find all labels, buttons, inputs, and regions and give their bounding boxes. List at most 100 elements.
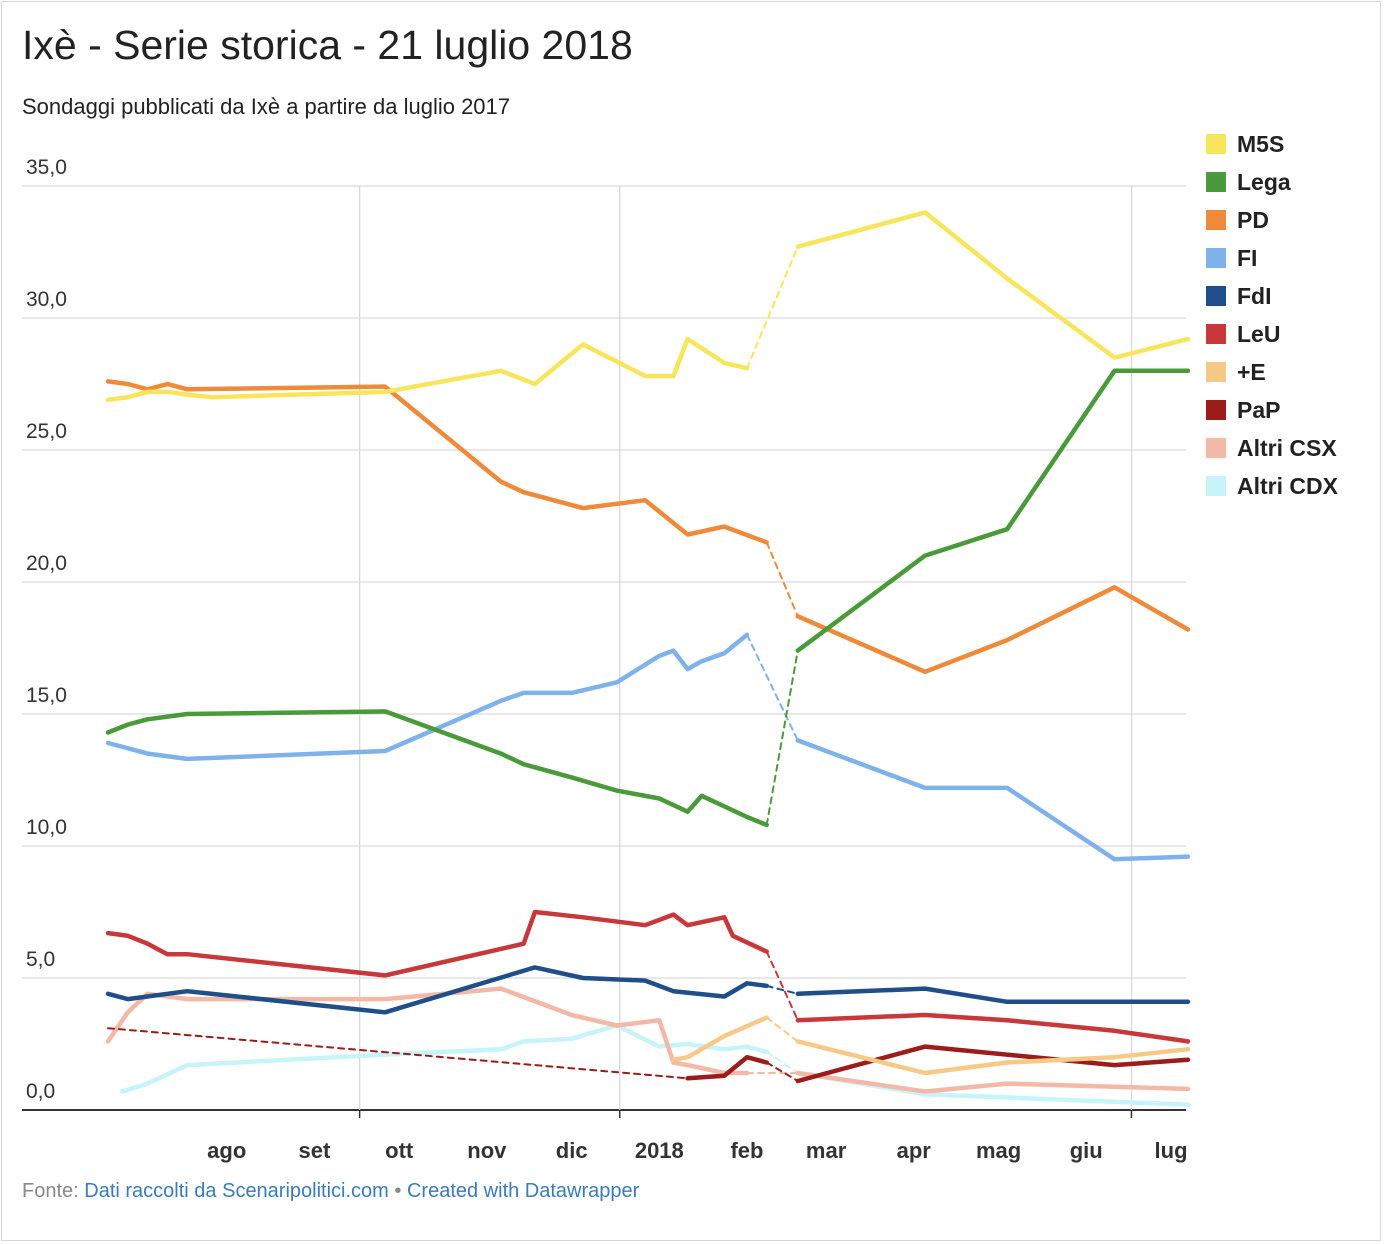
series-pap xyxy=(107,1027,1191,1084)
legend-swatch xyxy=(1206,438,1226,458)
x-tick-label: 2018 xyxy=(635,1138,684,1163)
x-tick-label: mag xyxy=(976,1138,1021,1163)
legend-swatch xyxy=(1206,400,1226,420)
x-tick-label: feb xyxy=(730,1138,763,1163)
x-tick-label: apr xyxy=(897,1138,932,1163)
series-connector xyxy=(746,633,799,742)
legend-label: FI xyxy=(1237,244,1258,271)
source-link[interactable]: Dati raccolti da Scenaripolitici.com xyxy=(84,1180,389,1202)
legend-item: Lega xyxy=(1206,163,1338,201)
series-line xyxy=(795,368,1191,653)
series-line xyxy=(685,1054,769,1081)
series-line xyxy=(795,986,1191,1005)
legend-item: PD xyxy=(1206,201,1338,239)
legend-swatch xyxy=(1206,248,1226,268)
x-tick-label: ago xyxy=(207,1138,246,1163)
legend-label: Altri CDX xyxy=(1237,472,1338,499)
legend-label: PaP xyxy=(1237,396,1281,423)
legend-swatch xyxy=(1206,134,1226,154)
legend-label: LeU xyxy=(1237,320,1281,347)
legend-label: M5S xyxy=(1237,130,1285,157)
y-axis-ticks: 0,0 5,0 10,0 15,0 20,0 25,0 30,0 35,0 xyxy=(26,156,67,1103)
legend-item: LeU xyxy=(1206,315,1338,353)
gridlines xyxy=(22,185,1186,1118)
series-line xyxy=(795,1070,1191,1094)
series--e xyxy=(671,1015,1191,1076)
legend-item: FdI xyxy=(1206,277,1338,315)
y-tick-label: 25,0 xyxy=(26,420,67,443)
series-line xyxy=(105,986,750,1076)
y-tick-label: 35,0 xyxy=(26,156,67,179)
y-tick-label: 10,0 xyxy=(26,816,67,839)
chart-subtitle: Sondaggi pubblicati da Ixè a partire da … xyxy=(22,94,511,119)
legend-swatch xyxy=(1206,362,1226,382)
series-line xyxy=(795,738,1191,862)
x-tick-label: dic xyxy=(556,1138,588,1163)
series-connector xyxy=(107,1027,689,1080)
series-altri-cdx xyxy=(119,1023,1191,1107)
legend-swatch xyxy=(1206,210,1226,230)
series-line xyxy=(105,709,769,828)
legend-item: Altri CSX xyxy=(1206,429,1338,467)
series-line xyxy=(105,379,769,545)
legend: M5S Lega PD FI FdI LeU +E PaP Altri CSX Altri CDX xyxy=(1206,125,1338,505)
legend-swatch xyxy=(1206,172,1226,192)
series-connector xyxy=(765,1061,799,1082)
footer: Fonte: Dati raccolti da Scenaripolitici.… xyxy=(22,1180,639,1203)
legend-item: Altri CDX xyxy=(1206,467,1338,505)
legend-label: FdI xyxy=(1237,282,1272,309)
series-line xyxy=(105,632,750,762)
series-altri-csx xyxy=(105,986,1191,1094)
series-lines xyxy=(105,210,1191,1107)
series-line xyxy=(671,1015,769,1063)
x-tick-label: set xyxy=(298,1138,330,1163)
series-connector xyxy=(765,649,799,826)
legend-swatch xyxy=(1206,286,1226,306)
series-line xyxy=(795,585,1191,675)
legend-item: +E xyxy=(1206,353,1338,391)
series-m5s xyxy=(105,210,1191,403)
y-tick-label: 20,0 xyxy=(26,552,67,575)
series-line xyxy=(105,965,769,1015)
footer-separator: • xyxy=(394,1180,402,1202)
series-line xyxy=(105,909,769,978)
y-tick-label: 0,0 xyxy=(26,1080,55,1103)
series-connector xyxy=(765,1050,799,1074)
legend-item: FI xyxy=(1206,239,1338,277)
legend-item: M5S xyxy=(1206,125,1338,163)
series-line xyxy=(119,1023,769,1094)
x-tick-label: mar xyxy=(806,1138,847,1163)
series-fi xyxy=(105,632,1191,862)
x-tick-label: ott xyxy=(385,1138,414,1163)
x-axis-ticks: ago set ott nov dic 2018 feb mar apr mag giu lug xyxy=(207,1138,1187,1163)
y-tick-label: 30,0 xyxy=(26,288,67,311)
series-leu xyxy=(105,909,1191,1044)
series-line xyxy=(795,1044,1191,1084)
y-tick-label: 5,0 xyxy=(26,948,55,971)
series-connector xyxy=(765,1016,799,1043)
series-connector xyxy=(746,245,799,370)
series-line xyxy=(795,1012,1191,1044)
legend-label: Altri CSX xyxy=(1237,434,1337,461)
y-tick-label: 15,0 xyxy=(26,684,67,707)
legend-swatch xyxy=(1206,476,1226,496)
legend-item: PaP xyxy=(1206,391,1338,429)
x-tick-label: lug xyxy=(1155,1138,1188,1163)
legend-label: PD xyxy=(1237,206,1269,233)
x-tick-label: nov xyxy=(467,1138,507,1163)
datawrapper-link[interactable]: Created with Datawrapper xyxy=(406,1180,640,1202)
footer-prefix: Fonte: xyxy=(22,1180,79,1202)
legend-label: +E xyxy=(1237,358,1266,385)
series-connector xyxy=(765,541,799,618)
series-connector xyxy=(765,984,799,995)
series-fdi xyxy=(105,965,1191,1015)
series-connector xyxy=(765,950,799,1022)
legend-swatch xyxy=(1206,324,1226,344)
series-lega xyxy=(105,368,1191,828)
series-line xyxy=(795,210,1191,360)
chart-title: Ixè - Serie storica - 21 luglio 2018 xyxy=(22,22,633,68)
legend-label: Lega xyxy=(1237,168,1291,195)
series-pd xyxy=(105,379,1191,675)
